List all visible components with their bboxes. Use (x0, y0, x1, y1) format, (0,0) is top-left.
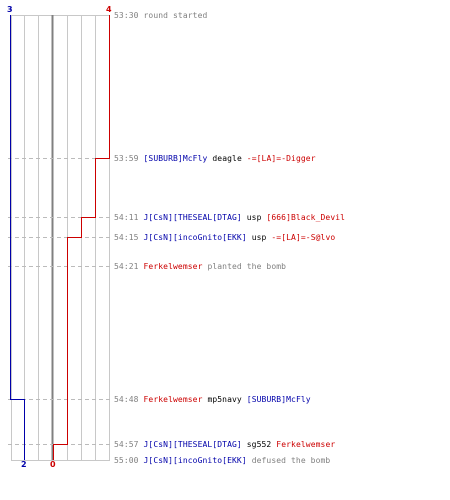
event-text: round started (143, 11, 208, 20)
t-alive-line (53, 15, 110, 460)
event-killer: J[CsN][THESEAL[DTAG] (143, 213, 242, 222)
event-weapon: usp (251, 233, 267, 242)
event-time: 53:30 (114, 11, 139, 20)
ct-end-count: 2 (21, 460, 27, 469)
event-victim: [SUBURB]McFly (246, 395, 311, 404)
event-text: planted the bomb (207, 262, 287, 271)
event-killer: [SUBURB]McFly (143, 154, 208, 163)
event-time: 54:11 (114, 213, 139, 222)
event-killer: J[CsN][incoGnito[EKK] (143, 233, 247, 242)
event-weapon: mp5navy (207, 395, 242, 404)
event-kill: 54:48 Ferkelwemser mp5navy [SUBURB]McFly (114, 395, 311, 405)
event-time: 54:48 (114, 395, 139, 404)
ct-alive-line (10, 15, 25, 460)
event-time: 54:21 (114, 262, 139, 271)
event-weapon: deagle (212, 154, 242, 163)
event-guides (8, 158, 112, 445)
event-round-start: 53:30 round started (114, 11, 207, 21)
event-victim: -=[LA]=-S@lvo (271, 233, 336, 242)
event-killer: Ferkelwemser (143, 395, 203, 404)
event-victim: [666]Black_Devil (266, 213, 346, 222)
t-end-count: 0 (50, 460, 56, 469)
ct-start-count: 3 (7, 5, 13, 14)
event-time: 54:57 (114, 440, 139, 449)
event-victim: Ferkelwemser (276, 440, 336, 449)
event-bomb-defuse: 55:00 J[CsN][incoGnito[EKK] defused the … (114, 456, 330, 466)
event-weapon: sg552 (246, 440, 272, 449)
event-actor: Ferkelwemser (143, 262, 203, 271)
event-killer: J[CsN][THESEAL[DTAG] (143, 440, 242, 449)
event-victim: -=[LA]=-Digger (246, 154, 316, 163)
event-time: 53:59 (114, 154, 139, 163)
event-text: defused the bomb (251, 456, 331, 465)
event-weapon: usp (246, 213, 262, 222)
event-time: 54:15 (114, 233, 139, 242)
event-time: 55:00 (114, 456, 139, 465)
t-start-count: 4 (106, 5, 112, 14)
event-kill: 53:59 [SUBURB]McFly deagle -=[LA]=-Digge… (114, 154, 316, 164)
event-kill: 54:57 J[CsN][THESEAL[DTAG] sg552 Ferkelw… (114, 440, 335, 450)
event-kill: 54:15 J[CsN][incoGnito[EKK] usp -=[LA]=-… (114, 233, 335, 243)
event-actor: J[CsN][incoGnito[EKK] (143, 456, 247, 465)
event-bomb-plant: 54:21 Ferkelwemser planted the bomb (114, 262, 286, 272)
event-kill: 54:11 J[CsN][THESEAL[DTAG] usp [666]Blac… (114, 213, 345, 223)
